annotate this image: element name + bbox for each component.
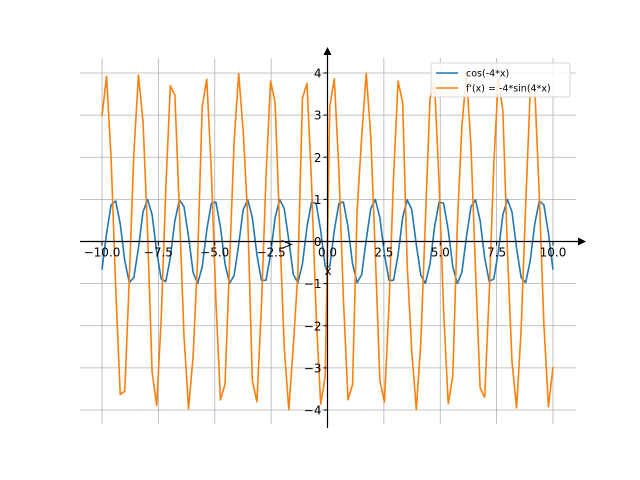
x-tick-label: 2.5: [374, 246, 393, 260]
legend-label: cos(-4*x): [466, 69, 509, 80]
x-tick-label: −7.5: [144, 246, 173, 260]
x-axis-label: x: [324, 264, 331, 278]
y-tick-label: −3: [304, 361, 322, 375]
x-tick-label: −10.0: [84, 246, 121, 260]
axis-chevron-icon: [281, 240, 293, 249]
legend-label: f'(x) = -4*sin(4*x): [466, 84, 551, 95]
y-tick-label: −2: [304, 319, 322, 333]
legend-box: [430, 62, 571, 98]
ticks: −10.0 −7.5 −5.0 −2.5 0.0 2.5 5.0 7.5 10.0 −4 −3 −2 −…: [84, 67, 567, 418]
y-tick-label: 2: [314, 151, 322, 165]
x-tick-label: −2.5: [257, 246, 286, 260]
x-tick-label: 0.0: [318, 246, 337, 260]
x-tick-label: −5.0: [200, 246, 229, 260]
y-tick-label: 3: [314, 109, 322, 123]
legend: cos(-4*x) f'(x) = -4*sin(4*x): [430, 62, 571, 98]
axes: [80, 47, 586, 428]
x-tick-label: 7.5: [487, 246, 506, 260]
y-tick-label: 1: [314, 193, 322, 207]
y-axis-arrow: [323, 47, 332, 55]
x-tick-label: 5.0: [431, 246, 450, 260]
y-tick-label: 0: [314, 235, 322, 249]
y-tick-label: −4: [304, 404, 322, 418]
x-axis-arrow: [578, 237, 586, 246]
x-tick-label: 10.0: [540, 246, 567, 260]
y-tick-label: 4: [314, 67, 322, 81]
y-tick-label: −1: [304, 277, 322, 291]
